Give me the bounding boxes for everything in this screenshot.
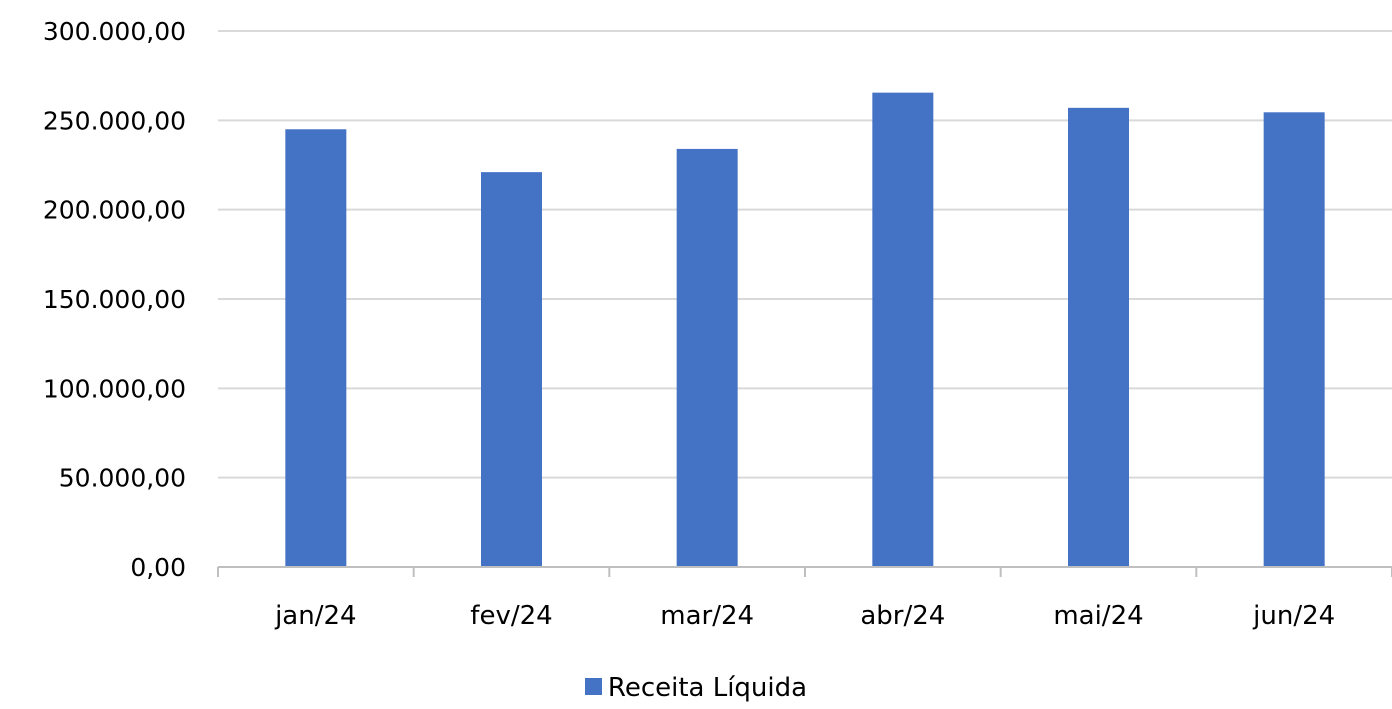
x-tick-label: jun/24 — [1252, 601, 1335, 631]
x-axis-tick-labels: jan/24 fev/24 mar/24 abr/24 mai/24 jun/24 — [274, 601, 1335, 631]
bar-chart: 0,00 50.000,00 100.000,00 150.000,00 200.000… — [43, 17, 1392, 631]
x-tick-label: fev/24 — [470, 601, 552, 631]
y-tick-label: 50.000,00 — [59, 464, 186, 493]
bar — [1263, 112, 1325, 567]
y-tick-label: 150.000,00 — [43, 285, 186, 314]
bar — [1068, 107, 1129, 568]
x-tick-label: jan/24 — [274, 601, 356, 631]
y-axis-tick-labels: 0,00 50.000,00 100.000,00 150.000,00 200.000… — [43, 17, 186, 582]
legend-swatch — [584, 678, 602, 695]
bar — [676, 148, 738, 568]
y-tick-label: 300.000,00 — [43, 17, 186, 46]
bar — [872, 92, 934, 567]
legend: Receita Líquida — [0, 672, 1392, 704]
gridlines — [218, 30, 1392, 479]
legend-label: Receita Líquida — [607, 673, 808, 703]
bars — [285, 92, 1325, 568]
bar — [285, 129, 347, 567]
y-tick-label: 100.000,00 — [43, 374, 186, 403]
y-tick-label: 250.000,00 — [43, 106, 186, 135]
y-tick-label: 0,00 — [130, 553, 186, 582]
x-axis — [217, 566, 1392, 577]
bar — [481, 172, 542, 567]
y-tick-label: 200.000,00 — [43, 196, 186, 225]
x-tick-label: mar/24 — [660, 601, 754, 631]
x-tick-label: mai/24 — [1053, 601, 1143, 631]
x-tick-label: abr/24 — [860, 601, 945, 631]
